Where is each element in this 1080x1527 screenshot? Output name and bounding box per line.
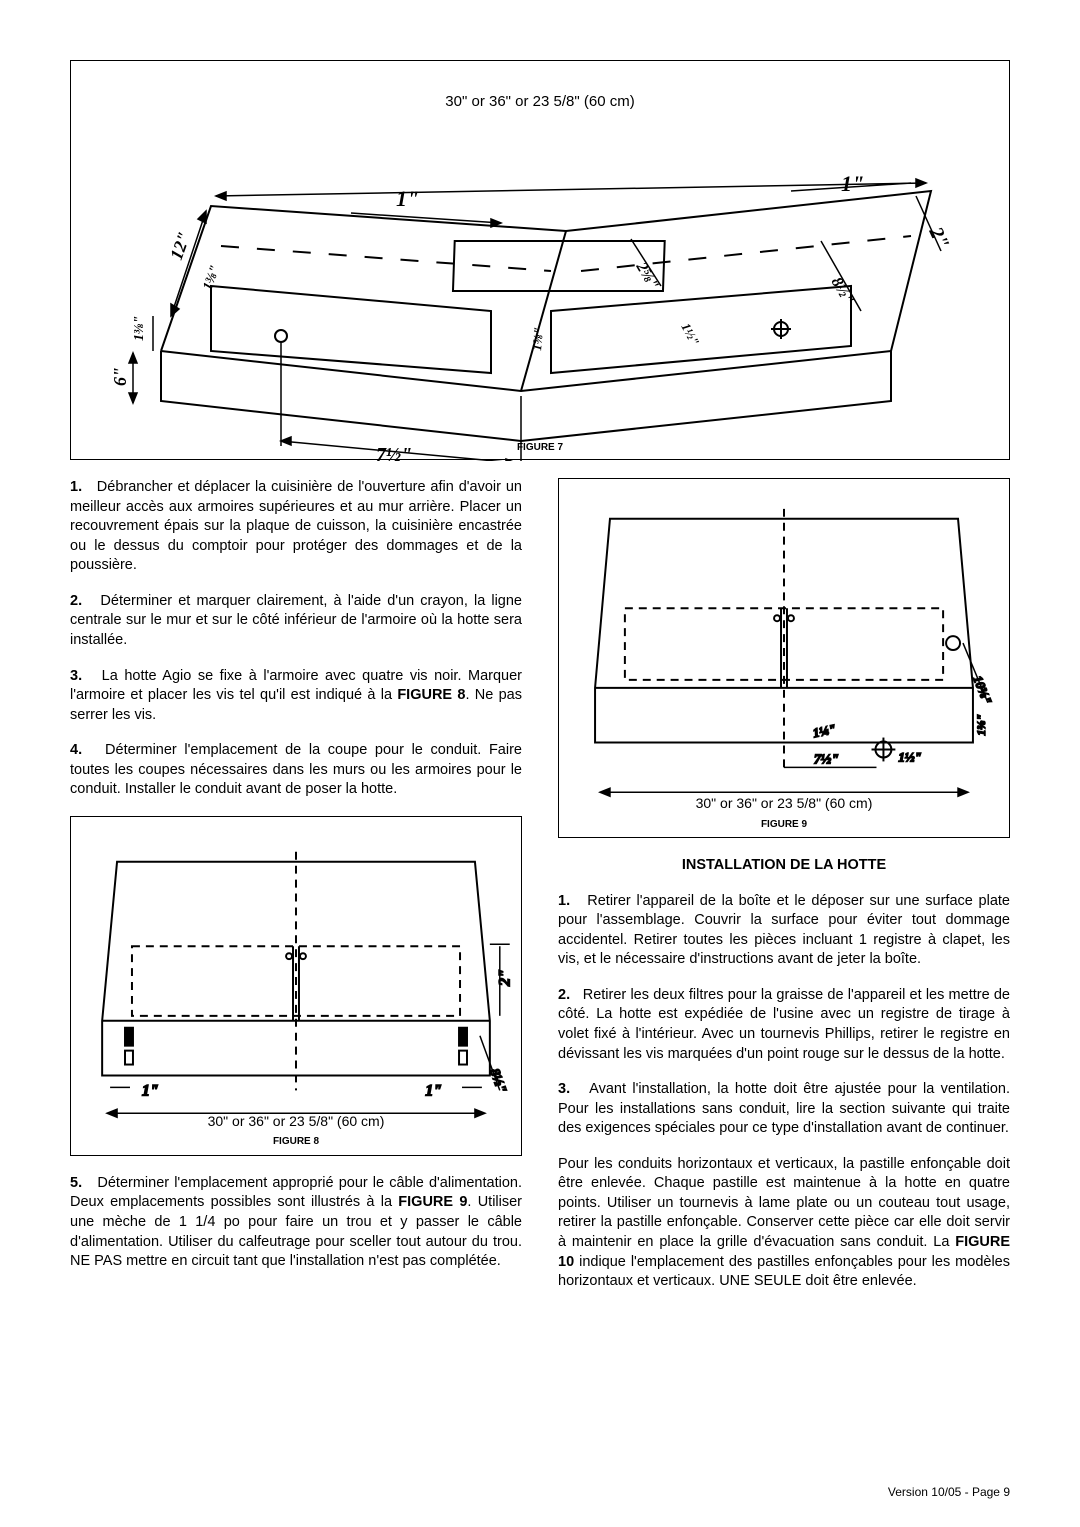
- r-para-4: Pour les conduits horizontaux et vertica…: [558, 1155, 1010, 1292]
- svg-text:1⅜": 1⅜": [974, 714, 988, 736]
- svg-text:7½": 7½": [814, 752, 839, 767]
- figure-9: 7½" 1¼" 10⅜" 1⅜" 1½" 30" or 36" or 23 5: [558, 478, 1010, 838]
- para-5: 5. Déterminer l'emplacement approprié po…: [70, 1174, 522, 1272]
- right-column: 7½" 1¼" 10⅜" 1⅜" 1½" 30" or 36" or 23 5: [558, 478, 1010, 1308]
- svg-text:1": 1": [425, 1082, 442, 1099]
- figure-8-bottom-label: 30" or 36" or 23 5/8" (60 cm): [208, 1112, 385, 1131]
- para-4: 4. Déterminer l'emplacement de la coupe …: [70, 741, 522, 800]
- para-3: 3. La hotte Agio se fixe à l'armoire ave…: [70, 667, 522, 726]
- figure-9-bottom-label: 30" or 36" or 23 5/8" (60 cm): [696, 794, 873, 813]
- figure-7-top-label: 30" or 36" or 23 5/8" (60 cm): [445, 93, 634, 110]
- section-title: INSTALLATION DE LA HOTTE: [558, 856, 1010, 876]
- r-para-1: 1. Retirer l'appareil de la boîte et le …: [558, 892, 1010, 970]
- r-para-2: 2. Retirer les deux filtres pour la grai…: [558, 986, 1010, 1064]
- svg-text:1¼": 1¼": [811, 721, 837, 741]
- figure-8-svg: 2" 8½" 1" 1": [71, 817, 521, 1155]
- svg-text:1⅝": 1⅝": [529, 327, 546, 352]
- figure-7-svg: 6" 1⅜" 12" 1⅜" 1" 1" 2" 2⅝" 8½" 1½" 1⅝" …: [71, 61, 1011, 461]
- svg-text:2": 2": [924, 223, 953, 252]
- figure-7-caption: FIGURE 7: [517, 442, 563, 453]
- left-column: 1. Débrancher et déplacer la cuisinière …: [70, 478, 522, 1308]
- svg-text:1": 1": [841, 171, 864, 196]
- para-1: 1. Débrancher et déplacer la cuisinière …: [70, 478, 522, 576]
- svg-text:8½": 8½": [828, 275, 857, 309]
- figure-9-svg: 7½" 1¼" 10⅜" 1⅜" 1½": [559, 479, 1009, 837]
- figure-8: 2" 8½" 1" 1" 30" or 36" or 23 5/8" (60 c…: [70, 816, 522, 1156]
- svg-text:1": 1": [142, 1082, 159, 1099]
- svg-text:7½": 7½": [376, 444, 412, 461]
- svg-text:1": 1": [396, 186, 419, 211]
- svg-text:1⅜": 1⅜": [132, 316, 147, 341]
- svg-text:1⅜": 1⅜": [201, 263, 224, 292]
- figure-7: 30" or 36" or 23 5/8" (60 cm): [70, 60, 1010, 460]
- svg-text:8½": 8½": [486, 1067, 509, 1096]
- svg-text:2": 2": [497, 969, 514, 987]
- dim-6: 6": [110, 367, 130, 386]
- svg-text:1½": 1½": [898, 749, 921, 764]
- figure-8-caption: FIGURE 8: [273, 1135, 319, 1149]
- figure-9-caption: FIGURE 9: [761, 818, 807, 832]
- page-footer: Version 10/05 - Page 9: [888, 1485, 1010, 1499]
- svg-text:1½": 1½": [678, 320, 702, 348]
- r-para-3: 3. Avant l'installation, la hotte doit ê…: [558, 1080, 1010, 1139]
- para-2: 2. Déterminer et marquer clairement, à l…: [70, 592, 522, 651]
